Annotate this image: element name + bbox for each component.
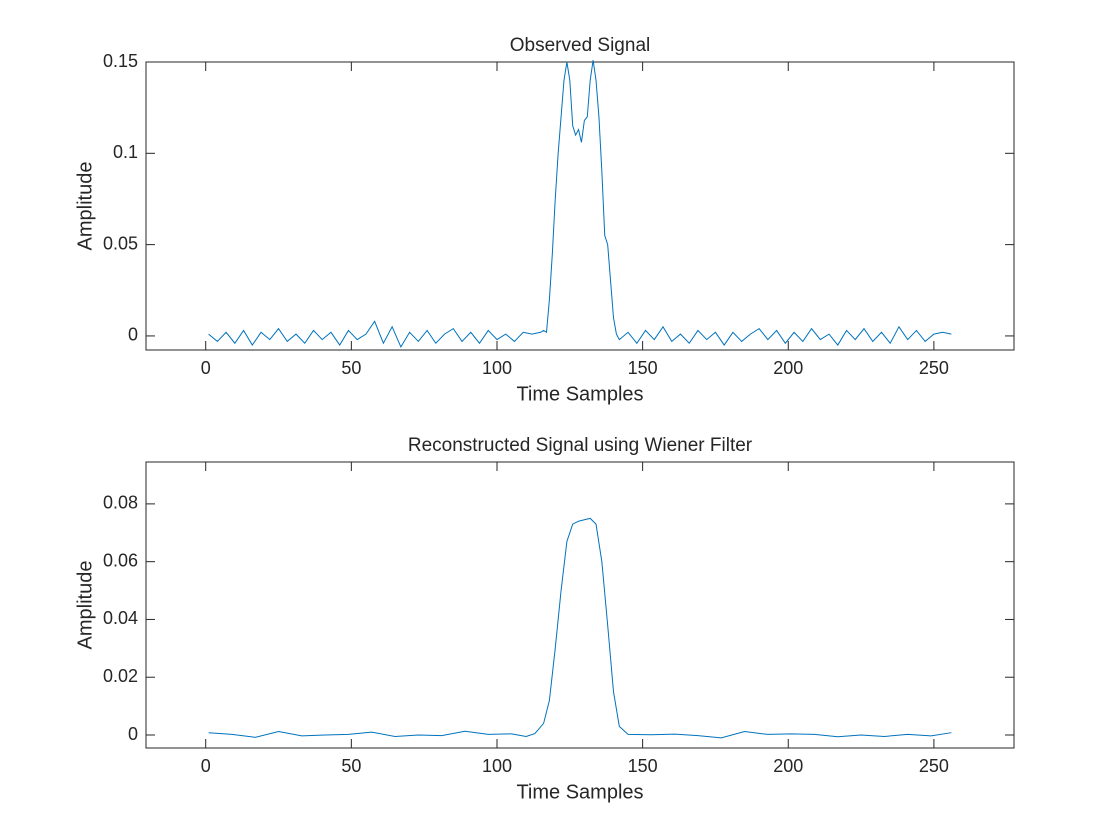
x-tick-label: 150 [628,756,658,776]
y-tick-label: 0.1 [113,142,138,162]
y-tick-label: 0.15 [103,51,138,71]
x-tick-label: 100 [482,756,512,776]
y-tick-label: 0.04 [103,608,138,628]
y-tick-label: 0 [128,724,138,744]
x-tick-label: 200 [773,358,803,378]
y-axis-label: Amplitude [74,162,96,251]
signal-line [208,60,952,348]
y-tick-label: 0.08 [103,493,138,513]
axes-title: Observed Signal [510,35,650,56]
x-tick-label: 50 [341,358,361,378]
x-tick-label: 200 [773,756,803,776]
y-tick-label: 0 [128,325,138,345]
x-tick-label: 50 [341,756,361,776]
signal-line [208,517,952,739]
y-tick-label: 0.06 [103,550,138,570]
y-axis-label: Amplitude [74,561,96,650]
axes-box [145,461,1015,749]
x-tick-label: 0 [201,756,211,776]
y-tick-label: 0.05 [103,233,138,253]
y-tick-label: 0.02 [103,666,138,686]
x-axis-label: Time Samples [516,383,643,405]
x-tick-label: 0 [201,358,211,378]
x-tick-label: 150 [628,358,658,378]
axes-box [145,61,1015,351]
x-tick-label: 100 [482,358,512,378]
x-tick-label: 250 [919,756,949,776]
axes-title: Reconstructed Signal using Wiener Filter [408,435,753,456]
x-tick-label: 250 [919,358,949,378]
x-axis-label: Time Samples [516,781,643,803]
